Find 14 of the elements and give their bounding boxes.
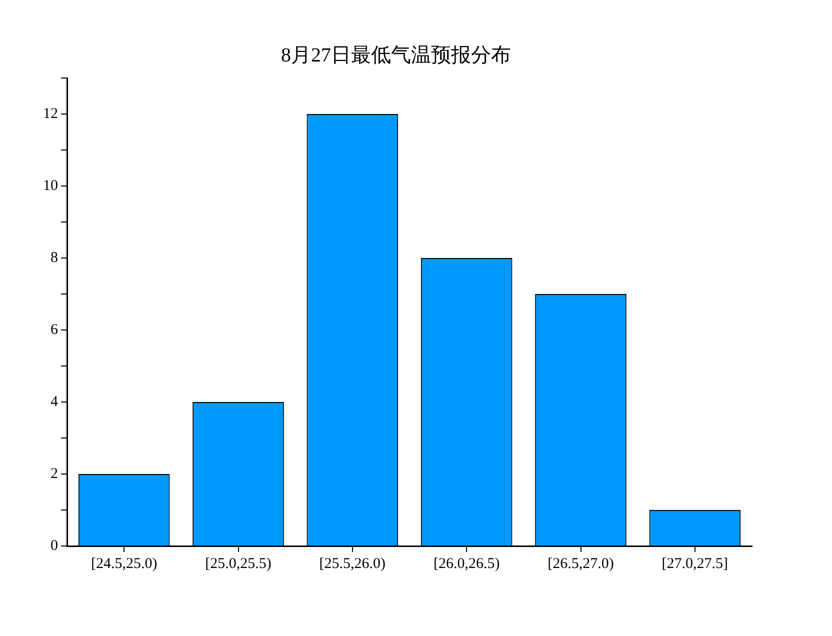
- y-tick-label: 12: [43, 106, 58, 122]
- y-tick-label: 4: [50, 394, 58, 410]
- x-tick-label: [27.0,27.5]: [662, 556, 728, 572]
- x-tick-label: [24.5,25.0): [90, 556, 158, 572]
- y-tick-label: 6: [50, 322, 58, 338]
- chart-title: 8月27日最低气温预报分布: [281, 44, 511, 66]
- y-tick-label: 8: [50, 250, 58, 266]
- x-tick-label: [26.0,26.5): [433, 556, 500, 572]
- y-tick-label: 10: [43, 178, 58, 194]
- y-tick-label: 0: [50, 538, 58, 554]
- y-tick-label: 2: [50, 466, 58, 482]
- x-tick-label: [26.5,27.0): [548, 556, 614, 572]
- x-tick-label: [25.5,26.0): [319, 556, 386, 572]
- x-tick-label: [25.0,25.5): [205, 556, 272, 572]
